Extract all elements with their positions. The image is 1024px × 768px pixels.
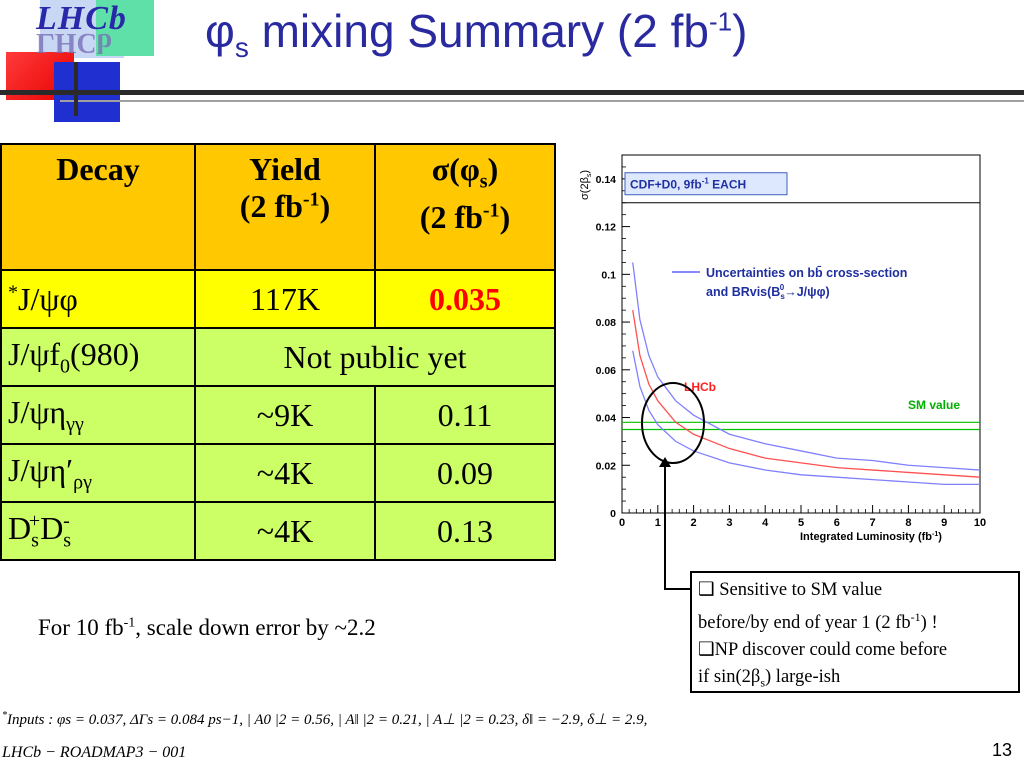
sigma-cell: 0.11	[374, 385, 556, 445]
x-tick-label: 5	[798, 517, 804, 529]
arrow-head	[659, 457, 671, 467]
y-tick-label: 0.14	[596, 174, 617, 186]
x-tick-label: 0	[619, 517, 625, 529]
yield-cell: 117K	[194, 269, 376, 329]
x-tick-label: 6	[834, 517, 840, 529]
y-tick-label: 0.1	[601, 269, 616, 281]
table-row: J/ψf0(980) Not public yet	[0, 327, 556, 387]
x-tick-label: 9	[941, 517, 947, 529]
decay-cell: J/ψη′ργ	[0, 443, 196, 503]
x-axis-label: Integrated Luminosity (fb-1)	[800, 531, 942, 543]
lhcb-logo: LHCb	[36, 0, 127, 37]
sigma-cell: 0.035	[374, 269, 556, 329]
x-tick-label: 10	[974, 517, 986, 529]
header-decay: Decay	[0, 143, 196, 271]
not-public-cell: Not public yet	[194, 327, 556, 387]
lhcb-logo-mirror: LHCb	[36, 27, 113, 58]
decay-table: Decay Yield (2 fb-1) σ(φs) (2 fb-1) *J/ψφ …	[0, 143, 556, 561]
yield-cell: ~4K	[194, 443, 376, 503]
arrow-shaft	[664, 462, 666, 590]
header-sigma: σ(φs) (2 fb-1)	[374, 143, 556, 271]
uncertainty-curve	[632, 262, 981, 471]
y-tick-label: 0.12	[596, 222, 617, 234]
uncertainty-curve	[632, 310, 981, 478]
x-tick-label: 4	[762, 517, 769, 529]
lhcb-curve-label: LHCb	[684, 380, 716, 394]
cdf-label-box	[624, 172, 788, 196]
inputs-footnote: *Inputs : φs = 0.037, ΔΓs = 0.084 ps−1, …	[2, 710, 648, 728]
x-tick-label: 8	[905, 517, 911, 529]
x-tick-label: 1	[655, 517, 661, 529]
header-rule-thin	[60, 100, 1024, 102]
legend-line2: and BRvis(Bs0→J/ψφ)	[706, 283, 830, 301]
scaling-note: For 10 fb-1, scale down error by ~2.2	[38, 615, 376, 640]
sigma-cell: 0.13	[374, 501, 556, 561]
table-row: Ds+Ds- ~4K 0.13	[0, 501, 556, 561]
page-number: 13	[992, 740, 1013, 760]
table-header-row: Decay Yield (2 fb-1) σ(φs) (2 fb-1)	[0, 143, 556, 271]
slide-title: φs mixing Summary (2 fb-1)	[205, 5, 748, 64]
table-row: J/ψηγγ ~9K 0.11	[0, 385, 556, 445]
decay-cell: Ds+Ds-	[0, 501, 196, 561]
uncertainty-curve	[632, 350, 980, 486]
roadmap-reference: LHCb − ROADMAP3 − 001	[2, 744, 187, 761]
y-tick-label: 0.04	[596, 413, 617, 425]
y-tick-label: 0.02	[596, 460, 617, 472]
yield-cell: ~4K	[194, 501, 376, 561]
x-tick-label: 7	[870, 517, 876, 529]
table-row: J/ψη′ργ ~4K 0.09	[0, 443, 556, 503]
logo-block-green	[96, 0, 154, 56]
table-row: *J/ψφ 117K 0.035	[0, 269, 556, 329]
plot-frame	[621, 154, 981, 514]
highlight-ellipse	[641, 382, 705, 464]
yield-cell: ~9K	[194, 385, 376, 445]
sensitivity-callout: ❑ Sensitive to SM value before/by end of…	[690, 571, 1020, 693]
header-vrule	[74, 62, 78, 116]
sensitivity-chart: 0 1 2 3 4 5 6 7 8 9 10 0 0.02 0.04 0.06 0.08 0.1 0.12 0.14…	[579, 154, 986, 543]
x-tick-label: 2	[691, 517, 697, 529]
legend-line1: Uncertainties on bb̄ cross-section	[706, 266, 907, 280]
y-tick-label: 0	[610, 508, 616, 520]
y-axis-label: σ(2βs)	[579, 170, 593, 200]
y-tick-label: 0.06	[596, 365, 617, 377]
decay-cell: J/ψηγγ	[0, 385, 196, 445]
cdf-label: CDF+D0, 9fb-1 EACH	[630, 177, 746, 192]
arrow-horizontal	[664, 588, 692, 590]
decay-cell: *J/ψφ	[0, 269, 196, 329]
sigma-cell: 0.09	[374, 443, 556, 503]
sm-value-label: SM value	[908, 398, 960, 412]
y-tick-label: 0.08	[596, 317, 617, 329]
decay-cell: J/ψf0(980)	[0, 327, 196, 387]
header-rule	[0, 90, 1024, 95]
header-yield: Yield (2 fb-1)	[194, 143, 376, 271]
x-tick-label: 3	[726, 517, 732, 529]
